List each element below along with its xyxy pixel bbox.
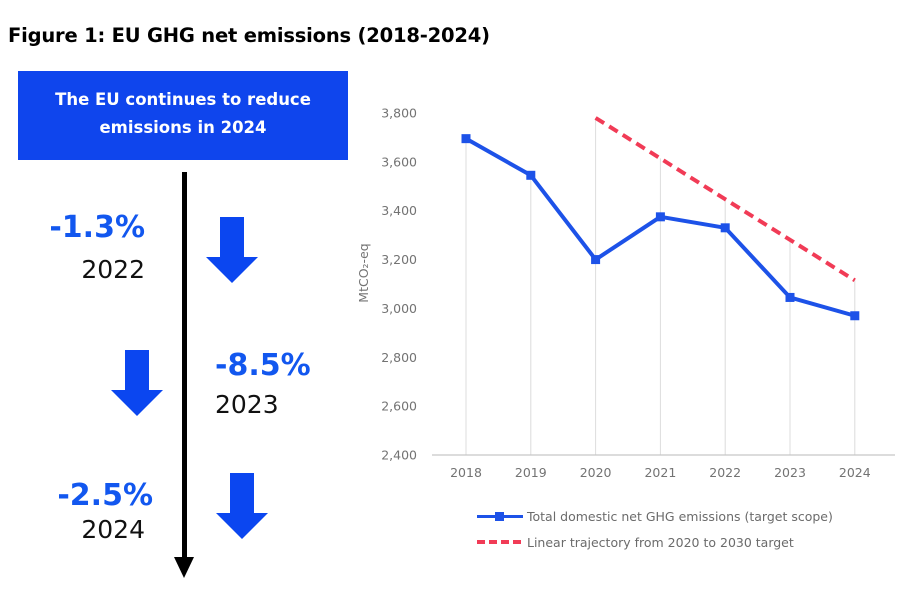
down-arrow-shaft [125, 350, 149, 390]
svg-text:3,200: 3,200 [381, 252, 417, 267]
milestone-2023-percent: -8.5% [215, 348, 311, 383]
svg-text:2,600: 2,600 [381, 399, 417, 414]
svg-text:2020: 2020 [580, 465, 612, 480]
svg-text:2021: 2021 [644, 465, 676, 480]
down-arrow-head [111, 390, 163, 416]
svg-text:3,600: 3,600 [381, 154, 417, 169]
down-arrow-icon-2022 [206, 217, 258, 283]
emissions-line-chart: 3,800 3,600 3,400 3,200 3,000 2,800 2,600 2,400… [356, 106, 895, 480]
legend-label-emissions: Total domestic net GHG emissions (target… [527, 508, 833, 524]
figure-title: Figure 1: EU GHG net emissions (2018-202… [8, 24, 490, 47]
down-arrow-icon-2024 [216, 473, 268, 539]
red-dashed-line-icon [477, 537, 523, 547]
svg-text:2022: 2022 [709, 465, 741, 480]
svg-text:2,400: 2,400 [381, 448, 417, 463]
milestone-2022-percent: -1.3% [49, 210, 145, 245]
milestone-2024-year: 2024 [81, 515, 145, 544]
down-arrow-icon-2023 [111, 350, 163, 416]
svg-text:2018: 2018 [450, 465, 482, 480]
timeline-arrow-shaft [182, 172, 187, 558]
milestone-2024-percent: -2.5% [57, 478, 153, 513]
down-arrow-head [206, 257, 258, 283]
svg-text:2019: 2019 [515, 465, 547, 480]
timeline-arrowhead-icon [174, 557, 194, 578]
svg-text:3,800: 3,800 [381, 106, 417, 121]
chart-legend: Total domestic net GHG emissions (target… [477, 503, 833, 555]
svg-text:MtCO₂-eq: MtCO₂-eq [356, 243, 371, 302]
headline-line2: emissions in 2024 [99, 118, 267, 137]
legend-item-emissions: Total domestic net GHG emissions (target… [477, 503, 833, 529]
headline-banner: The EU continues to reduce emissions in … [18, 71, 348, 160]
milestone-2023-year: 2023 [215, 390, 279, 419]
svg-text:3,400: 3,400 [381, 203, 417, 218]
svg-text:2024: 2024 [839, 465, 871, 480]
svg-text:2,800: 2,800 [381, 350, 417, 365]
down-arrow-shaft [230, 473, 254, 513]
blue-line-marker-icon [477, 511, 523, 521]
svg-text:2023: 2023 [774, 465, 806, 480]
headline-line1: The EU continues to reduce [55, 90, 311, 109]
legend-item-trajectory: Linear trajectory from 2020 to 2030 targ… [477, 529, 833, 555]
down-arrow-head [216, 513, 268, 539]
milestone-2022-year: 2022 [81, 255, 145, 284]
legend-label-trajectory: Linear trajectory from 2020 to 2030 targ… [527, 534, 794, 550]
svg-text:3,000: 3,000 [381, 301, 417, 316]
down-arrow-shaft [220, 217, 244, 257]
